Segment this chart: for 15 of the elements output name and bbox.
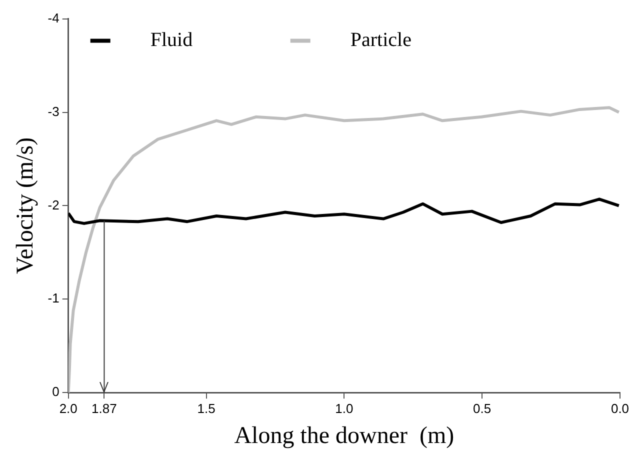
x-tick-label: 2.0 bbox=[59, 400, 78, 416]
y-tick-label: 0 bbox=[52, 384, 60, 400]
y-tick-label: -3 bbox=[48, 104, 60, 119]
x-tick-label: 0.5 bbox=[473, 400, 492, 416]
y-tick-label: -2 bbox=[48, 197, 60, 212]
legend-label: Particle bbox=[350, 29, 412, 52]
x-tick-label: 1.0 bbox=[335, 400, 354, 416]
y-tick-label: -4 bbox=[48, 10, 60, 26]
x-tick-label: 1.87 bbox=[92, 400, 117, 416]
x-tick-label: 1.5 bbox=[197, 400, 216, 416]
legend-label: Fluid bbox=[150, 29, 193, 52]
x-axis-title: Along the downer (m) bbox=[234, 422, 454, 449]
y-axis-title: Velocity (m/s) bbox=[12, 137, 39, 274]
x-tick-label: 0.0 bbox=[610, 400, 630, 416]
y-tick-label: -1 bbox=[48, 290, 60, 306]
